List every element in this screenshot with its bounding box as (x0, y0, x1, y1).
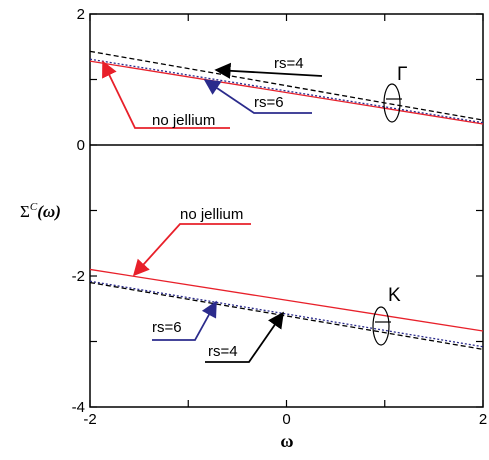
series-layer (89, 50, 484, 351)
series-line (89, 281, 484, 351)
plot-frame (89, 13, 484, 408)
series-line (89, 60, 484, 125)
group-label: K (388, 285, 401, 306)
annotation-label: rs=6 (152, 319, 182, 336)
loop-symbol (372, 306, 390, 346)
annotation-label: rs=4 (274, 55, 304, 72)
y-axis-title-main: Σ (20, 202, 30, 221)
y-axis-title-arg: (ω) (37, 202, 61, 221)
x-tick-label: 2 (479, 411, 487, 428)
annotation-arrow (132, 223, 251, 277)
annotation-label: no jellium (180, 206, 243, 223)
group-label-layer: ΓK (372, 64, 407, 346)
annotation-arrow (152, 300, 217, 341)
x-tick-label: -2 (83, 411, 96, 428)
series-line (89, 268, 484, 332)
axis-ticks: -2 0 2-4-202 (72, 6, 488, 428)
annotation-label: no jellium (152, 112, 215, 129)
x-tick-label: 0 (282, 411, 290, 428)
group-label: Γ (397, 64, 407, 85)
series-line (89, 50, 484, 121)
y-tick-label: -4 (72, 399, 85, 416)
y-axis-title: ΣC(ω) (20, 201, 61, 221)
y-tick-label: -2 (72, 268, 85, 285)
y-tick-label: 2 (77, 6, 85, 23)
annotation-arrow (205, 311, 284, 363)
annotation-layer: rs=4 rs=6 no jellium no jellium rs=6 rs=4 (102, 55, 323, 363)
x-axis-title: ω (280, 431, 293, 451)
series-line (89, 280, 484, 348)
annotation-arrow (214, 62, 323, 79)
y-tick-label: 0 (77, 137, 85, 154)
annotation-arrow (102, 60, 230, 129)
annotation-label: rs=6 (254, 94, 284, 111)
annotation-label: rs=4 (208, 343, 238, 360)
annotation-arrow (203, 79, 312, 114)
y-axis-title-sup: C (30, 201, 38, 213)
loop-symbol (383, 83, 401, 123)
